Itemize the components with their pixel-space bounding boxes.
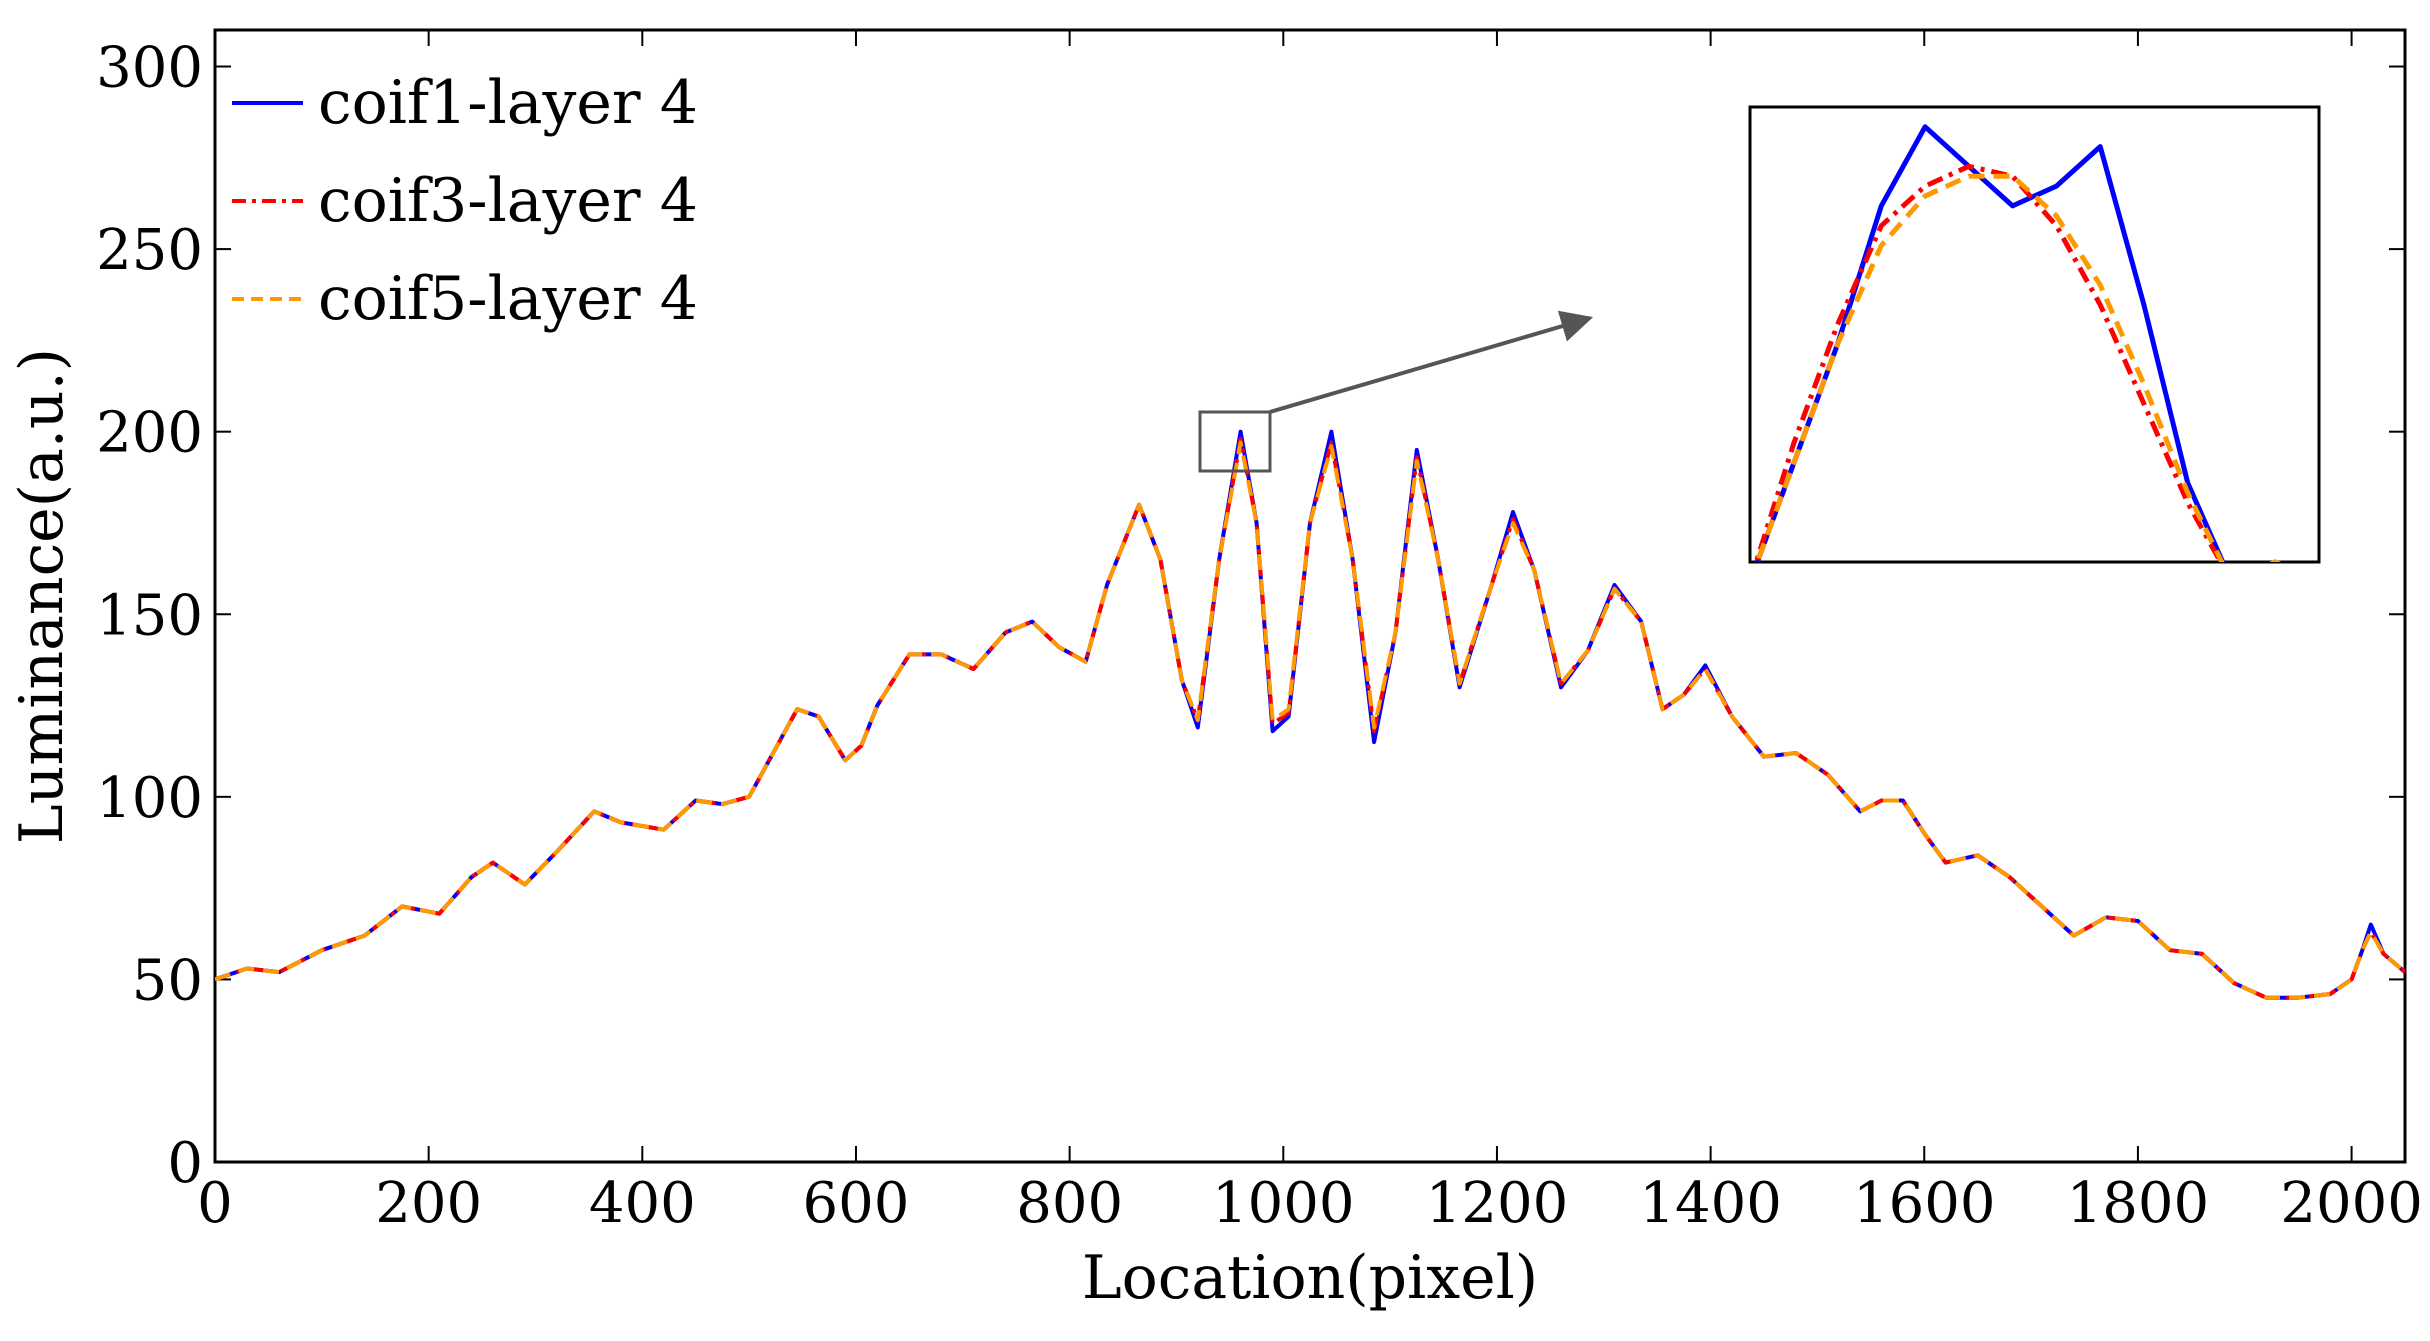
y-tick-label: 300 xyxy=(96,36,203,101)
legend-label: coif5-layer 4 xyxy=(318,264,698,334)
zoom-region-box xyxy=(1198,410,1272,473)
y-tick-label: 50 xyxy=(132,948,203,1013)
x-tick-label: 600 xyxy=(803,1171,910,1236)
legend-label: coif3-layer 4 xyxy=(318,166,698,236)
y-tick-label: 100 xyxy=(96,766,203,831)
x-tick-label: 200 xyxy=(375,1171,482,1236)
x-tick-label: 2000 xyxy=(2280,1171,2423,1236)
legend: coif1-layer 4 coif3-layer 4 coif5-layer 4 xyxy=(232,68,698,334)
plot-area-frame xyxy=(213,28,2407,1164)
y-tick-label: 200 xyxy=(96,401,203,466)
x-tick-label: 1200 xyxy=(1426,1171,1569,1236)
inset-frame xyxy=(1748,105,2321,564)
x-tick-label: 1800 xyxy=(2067,1171,2210,1236)
x-tick-label: 1000 xyxy=(1212,1171,1355,1236)
inset-series-lines xyxy=(1753,124,2282,562)
y-axis-title: Luminance(a.u.) xyxy=(7,348,77,844)
series-lines xyxy=(215,429,2405,1000)
x-tick-label: 400 xyxy=(589,1171,696,1236)
series-line-coif5-layer-4 xyxy=(215,440,2405,1000)
x-tick-label: 800 xyxy=(1016,1171,1123,1236)
x-tick-label: 1400 xyxy=(1639,1171,1782,1236)
y-tick-label: 250 xyxy=(96,218,203,283)
x-tick-labels: 0 200 400 600 800 1000 1200 1400 1600 1800 2000 xyxy=(197,1171,2423,1236)
x-axis-title: Location(pixel) xyxy=(1082,1243,1538,1313)
legend-label: coif1-layer 4 xyxy=(318,68,698,138)
y-tick-label: 0 xyxy=(167,1131,203,1196)
inset-line-coif1-layer-4 xyxy=(1754,124,2282,562)
zoom-arrow xyxy=(1269,310,1594,414)
x-tick-label: 1600 xyxy=(1853,1171,1996,1236)
axis-ticks xyxy=(214,30,2405,1163)
y-tick-labels: 0 50 100 150 200 250 300 xyxy=(96,36,203,1196)
x-tick-label: 0 xyxy=(197,1171,233,1236)
y-tick-label: 150 xyxy=(96,583,203,648)
